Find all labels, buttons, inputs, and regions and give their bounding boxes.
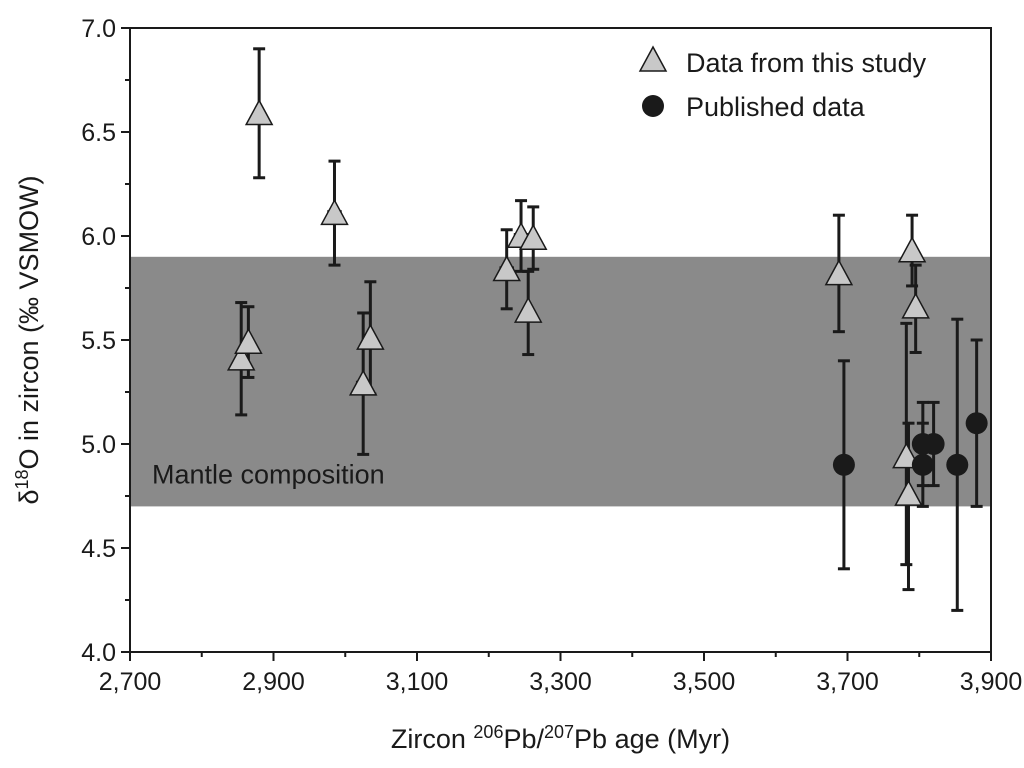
data-point-published [965, 412, 988, 435]
y-axis-title: δ18O in zircon (‰ VSMOW) [12, 175, 44, 504]
legend-circle-icon [642, 95, 664, 117]
y-tick-label: 4.5 [81, 535, 116, 563]
plot-frame [129, 27, 992, 653]
data-point-published [946, 453, 969, 476]
x-title-prefix: Zircon [391, 724, 474, 754]
y-tick-label: 6.0 [81, 223, 116, 251]
y-title-sup: 18 [12, 469, 32, 489]
x-title-sup2: 207 [544, 722, 574, 742]
x-title-sup1: 206 [473, 722, 503, 742]
y-title-suffix: O in zircon (‰ VSMOW) [14, 175, 44, 469]
data-point-this-study [518, 223, 548, 251]
x-axis-title: Zircon 206Pb/207Pb age (Myr) [391, 722, 730, 754]
x-tick-label: 3,700 [816, 668, 879, 696]
data-point-this-study [234, 327, 263, 355]
y-tick-label: 4.0 [81, 639, 116, 667]
data-point-published [911, 453, 934, 476]
x-tick-label: 3,300 [529, 668, 592, 696]
y-tick-label: 7.0 [81, 15, 116, 43]
x-tick-label: 3,100 [386, 668, 449, 696]
data-point-this-study [356, 323, 385, 350]
y-tick-label: 5.5 [81, 327, 116, 355]
data-point-this-study [320, 198, 349, 226]
data-point-published [832, 453, 855, 476]
data-point-this-study [824, 259, 854, 286]
axis-ticks [121, 27, 992, 661]
x-tick-label: 2,900 [242, 668, 305, 696]
band-label: Mantle composition [152, 460, 385, 490]
x-tick-label: 3,500 [673, 668, 736, 696]
data-point-published [922, 433, 945, 455]
x-title-suffix: Pb age (Myr) [574, 724, 730, 754]
data-point-this-study [513, 296, 543, 323]
y-tick-labels: 4.0 4.5 5.0 5.5 6.0 6.5 7.0 [81, 15, 116, 667]
data-point-this-study [226, 344, 256, 371]
x-tick-label: 2,700 [99, 668, 162, 696]
data-point-this-study [348, 369, 378, 396]
data-point-this-study [492, 254, 521, 282]
x-tick-labels: 2,700 2,900 3,100 3,300 3,500 3,700 3,900 [99, 668, 1023, 696]
legend-triangle-icon [638, 45, 668, 72]
data-markers [226, 98, 988, 506]
data-point-this-study [901, 292, 930, 319]
legend-label-this-study: Data from this study [686, 48, 927, 78]
x-title-mid: Pb/ [503, 724, 544, 754]
y-tick-label: 5.0 [81, 431, 116, 459]
y-tick-label: 6.5 [81, 119, 116, 147]
data-point-this-study [897, 236, 927, 263]
y-title-prefix: δ [14, 490, 44, 505]
x-tick-label: 3,900 [960, 668, 1023, 696]
data-point-this-study [244, 98, 274, 126]
legend: Data from this study Published data [638, 45, 927, 122]
legend-label-published: Published data [686, 92, 866, 122]
data-point-this-study [894, 479, 923, 506]
